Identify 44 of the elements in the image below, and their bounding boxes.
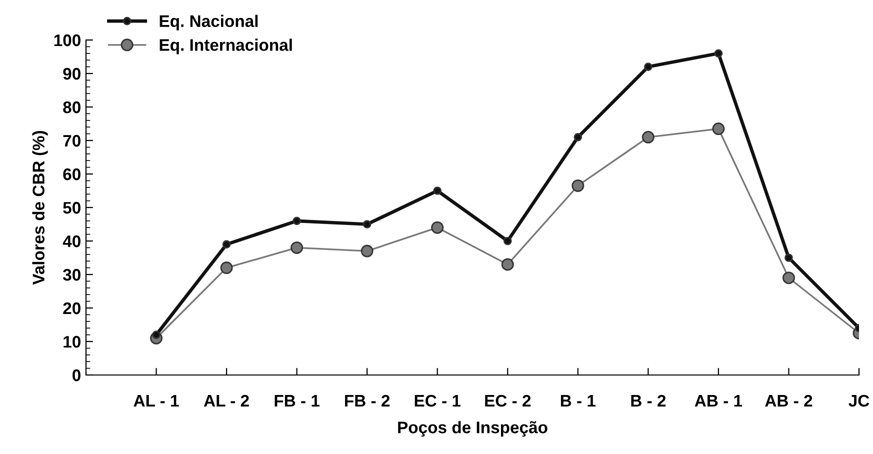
y-tick-label: 50 bbox=[63, 202, 80, 214]
x-tick-label: JC bbox=[848, 394, 870, 407]
x-tick-label: B - 2 bbox=[631, 394, 666, 407]
x-tick-label: AL - 2 bbox=[204, 394, 249, 407]
y-tick-label: 80 bbox=[63, 101, 80, 114]
y-tick-label: 30 bbox=[62, 268, 80, 281]
x-axis-title: Poços de Inspeção bbox=[398, 421, 548, 437]
point bbox=[222, 240, 231, 249]
legend-label: Eq. Internacional bbox=[160, 38, 292, 54]
y-tick-label: 60 bbox=[63, 168, 80, 180]
point bbox=[644, 62, 652, 71]
x-tick-label: AL - 1 bbox=[134, 395, 179, 407]
point bbox=[784, 254, 793, 262]
point bbox=[360, 244, 374, 258]
x-tick-label: EC - 2 bbox=[485, 394, 531, 407]
point bbox=[220, 262, 233, 274]
point bbox=[712, 122, 725, 136]
y-axis-title: Valores de CBR (%) bbox=[32, 130, 48, 285]
point bbox=[572, 179, 584, 192]
y-tick-label: 90 bbox=[63, 68, 80, 80]
point bbox=[431, 221, 444, 234]
x-tick-label: FB - 2 bbox=[345, 394, 390, 407]
legend-label: Eq. Nacional bbox=[160, 14, 258, 30]
point bbox=[362, 220, 372, 228]
point bbox=[782, 272, 795, 284]
point bbox=[642, 130, 654, 144]
point bbox=[501, 258, 514, 271]
x-tick-label: B - 1 bbox=[560, 395, 596, 407]
y-tick-label: 0 bbox=[72, 369, 80, 382]
x-tick-label: AB - 2 bbox=[765, 394, 812, 407]
y-tick-label: 70 bbox=[63, 134, 80, 147]
y-tick-label: 100 bbox=[54, 34, 80, 46]
point bbox=[574, 132, 582, 142]
y-tick-label: 20 bbox=[63, 302, 80, 314]
point bbox=[433, 186, 442, 195]
y-tick-label: 40 bbox=[62, 235, 80, 248]
x-tick-label: AB - 1 bbox=[694, 395, 742, 407]
point bbox=[292, 216, 301, 226]
point bbox=[290, 241, 304, 254]
x-tick-label: EC - 1 bbox=[414, 394, 461, 407]
point bbox=[714, 49, 723, 58]
point bbox=[503, 236, 512, 246]
x-tick-label: FB - 1 bbox=[274, 395, 320, 407]
y-tick-label: 10 bbox=[64, 336, 80, 348]
